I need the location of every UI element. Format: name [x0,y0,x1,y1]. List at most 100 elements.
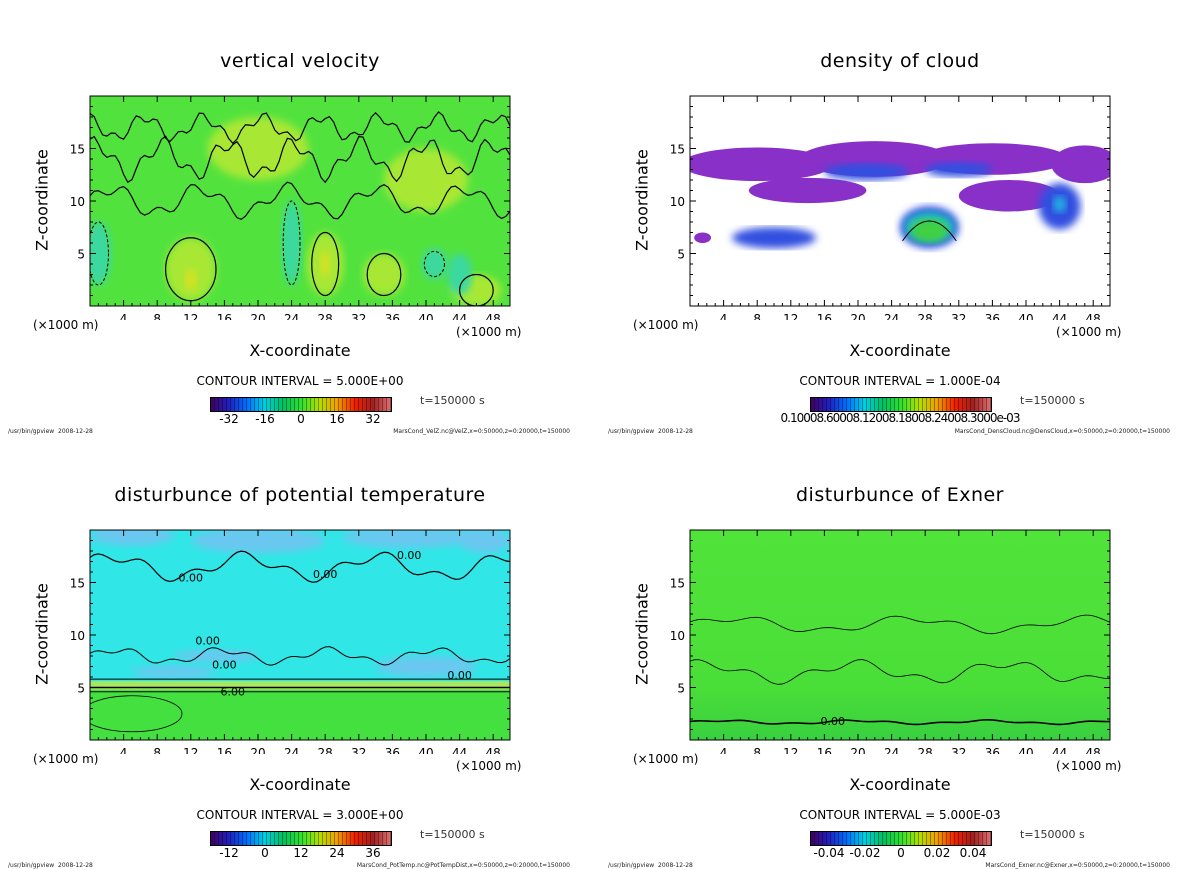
colorbar-tick-label: -12 [219,846,239,860]
x-tick-label: 40 [418,312,433,320]
x-tick-label: 40 [1018,312,1033,320]
footer-source: MarsCond_PotTemp.nc@PotTempDist,x=0:5000… [356,862,570,869]
x-tick-label: 20 [250,312,265,320]
x-tick-label: 8 [153,312,161,320]
cloud-region [694,232,711,243]
x-tick-label: 44 [452,746,467,754]
negative-region [90,222,111,285]
contour-line [311,231,340,297]
colorbar-tick-label: -16 [255,412,275,426]
footer-program: /usr/bin/gpview 2008-12-28 [8,428,93,435]
x-tick-label: 12 [783,312,798,320]
negative-region [421,248,447,280]
x-axis-label: X-coordinate [249,775,351,794]
negative-contour [282,200,301,286]
plot-title: disturbunce of potential temperature [114,484,486,506]
colorbar [210,397,392,412]
x-tick-label: 4 [120,746,128,754]
time-label: t=150000 s [1020,828,1085,841]
contour-label: 0.00 [821,715,846,728]
x-tick-label: 32 [351,312,366,320]
program-path: /usr/bin/gpview [608,428,655,435]
cloud-region [732,227,816,249]
contour-line [690,659,1110,685]
x-tick-label: 16 [217,746,232,754]
x-tick-label: 36 [985,312,1000,320]
contour-interval: CONTOUR INTERVAL = 3.000E+00 [196,808,404,822]
max-region [320,251,331,277]
positive-region [363,253,405,296]
y-axis-label: Z-coordinate [32,583,52,685]
x-tick-label: 32 [951,746,966,754]
cloud-region [824,163,909,180]
y-axis-label: Z-coordinate [632,583,652,685]
cloud-region [748,177,867,204]
field-layer [690,530,1110,740]
x-axis-label: X-coordinate [849,341,951,360]
contour-label: 0.00 [212,658,237,671]
contour-line [366,252,402,297]
y-tick-label: 10 [70,629,85,643]
cool-region [132,665,216,679]
plot-date: 2008-12-28 [658,428,693,435]
colorbar-tick-label: 12 [293,846,309,860]
plot-date: 2008-12-28 [658,862,693,869]
x-unit-left: (×1000 m) [633,318,699,332]
x-tick-label: 40 [418,746,433,754]
colorbar-tick-label: -0.04 [813,846,845,860]
x-tick-label: 8 [753,312,761,320]
y-axis-label: Z-coordinate [32,149,52,251]
x-unit-right: (×1000 m) [456,325,522,339]
y-tick-label: 10 [670,629,685,643]
colorbar-tick-label: 0.04 [959,846,987,860]
footer-program: /usr/bin/gpview 2008-12-28 [608,862,693,869]
colorbar-tick-label: 16 [329,412,345,426]
contour-line [90,646,510,666]
x-tick-label: 36 [385,312,400,320]
colorbar [210,831,392,846]
y-tick-label: 15 [70,143,85,157]
y-tick-label: 5 [677,682,685,696]
x-unit-left: (×1000 m) [633,752,699,766]
x-tick-label: 48 [486,746,501,754]
x-tick-label: 44 [1052,312,1067,320]
colorbar-tick-label: 36 [365,846,381,860]
plot-title: disturbunce of Exner [795,484,1004,506]
lower-layer [90,689,510,740]
inversion-layer [90,681,510,690]
field-background [690,530,1110,740]
colorbar-tick-label: 0.02 [923,846,951,860]
panel-potential-temperature: disturbunce of potential temperature 0.0… [0,434,600,869]
cloud-dense [910,218,948,242]
y-axis-label: Z-coordinate [632,149,652,251]
cool-region [90,530,174,546]
x-tick-label: 32 [951,312,966,320]
contour-line [459,273,494,306]
x-tick-label: 20 [850,312,865,320]
colorbar-tick-label: 24 [329,846,345,860]
x-tick-label: 44 [452,312,467,320]
x-tick-label: 40 [1018,746,1033,754]
x-tick-label: 36 [985,746,1000,754]
y-tick-label: 15 [70,577,85,591]
footer-source: MarsCond_Exner.nc@Exner,x=0:50000,z=0:20… [985,862,1170,869]
colorbar-tick-label: 0.10008.60008.12008.18008.24008.3000e-03 [780,411,1021,425]
x-tick-label: 24 [284,746,299,754]
negative-region [447,253,473,296]
x-tick-label: 24 [884,312,899,320]
colorbar-tick-label: 0 [297,412,305,426]
x-tick-label: 28 [318,746,333,754]
max-region [184,269,197,291]
negative-contour [90,221,109,286]
negative-contour [423,250,445,278]
field-layer [90,96,510,306]
program-path: /usr/bin/gpview [8,428,55,435]
colorbar-tick-label: -0.02 [849,846,881,860]
y-tick-label: 15 [670,143,685,157]
program-path: /usr/bin/gpview [8,862,55,869]
y-tick-label: 5 [677,248,685,262]
colorbar [810,831,992,846]
x-axis-label: X-coordinate [849,775,951,794]
